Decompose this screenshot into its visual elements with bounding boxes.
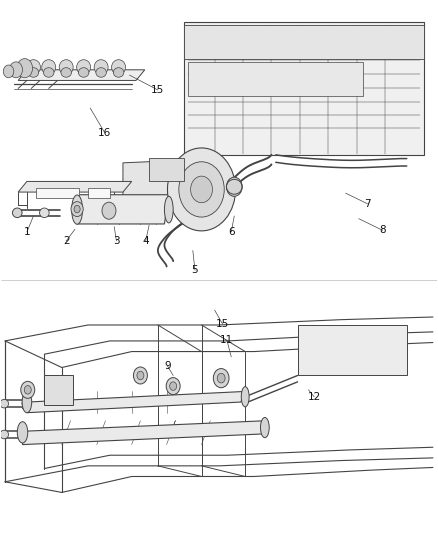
Ellipse shape — [26, 60, 40, 75]
Circle shape — [137, 371, 144, 379]
Ellipse shape — [94, 60, 108, 75]
Ellipse shape — [241, 386, 249, 407]
Circle shape — [167, 148, 236, 231]
Bar — [88, 188, 110, 198]
Polygon shape — [27, 391, 245, 413]
Circle shape — [74, 205, 80, 213]
Ellipse shape — [59, 60, 73, 75]
Text: 15: 15 — [151, 85, 165, 95]
Text: 5: 5 — [192, 265, 198, 275]
Ellipse shape — [12, 208, 22, 217]
Circle shape — [21, 381, 35, 398]
Text: 6: 6 — [228, 227, 234, 237]
Ellipse shape — [17, 422, 28, 443]
Ellipse shape — [112, 60, 126, 75]
Bar — [44, 375, 73, 405]
Polygon shape — [18, 181, 132, 192]
Text: 9: 9 — [164, 361, 171, 371]
Bar — [35, 188, 79, 198]
Circle shape — [179, 162, 224, 217]
Ellipse shape — [113, 68, 124, 77]
Ellipse shape — [39, 208, 49, 217]
Circle shape — [226, 177, 242, 196]
Ellipse shape — [0, 430, 9, 439]
Ellipse shape — [72, 195, 82, 224]
Circle shape — [4, 65, 14, 78]
Circle shape — [170, 382, 177, 390]
Ellipse shape — [164, 196, 173, 223]
Circle shape — [166, 377, 180, 394]
Circle shape — [71, 201, 83, 216]
Text: 1: 1 — [24, 227, 30, 237]
Circle shape — [213, 368, 229, 387]
Text: 15: 15 — [216, 319, 229, 329]
Circle shape — [24, 385, 31, 394]
Polygon shape — [184, 22, 424, 155]
Polygon shape — [18, 70, 145, 80]
Circle shape — [10, 62, 22, 78]
Ellipse shape — [77, 60, 91, 75]
Text: 8: 8 — [379, 225, 386, 236]
Ellipse shape — [96, 68, 106, 77]
Ellipse shape — [78, 68, 89, 77]
Circle shape — [191, 176, 212, 203]
Text: 3: 3 — [113, 236, 120, 246]
Ellipse shape — [261, 417, 269, 438]
Text: 9: 9 — [20, 401, 27, 411]
Text: 11: 11 — [220, 335, 233, 345]
Ellipse shape — [0, 399, 9, 408]
Text: 13: 13 — [165, 425, 178, 435]
Bar — [149, 158, 184, 181]
Text: 10: 10 — [56, 385, 69, 395]
Polygon shape — [22, 421, 267, 445]
Text: 7: 7 — [364, 199, 371, 209]
Ellipse shape — [22, 391, 32, 413]
Ellipse shape — [42, 60, 56, 75]
Text: 4: 4 — [142, 236, 149, 246]
Polygon shape — [77, 195, 169, 224]
Text: 16: 16 — [98, 127, 111, 138]
Bar — [297, 325, 407, 375]
Ellipse shape — [61, 68, 71, 77]
Ellipse shape — [43, 68, 54, 77]
Text: 12: 12 — [307, 392, 321, 402]
Ellipse shape — [28, 68, 39, 77]
Bar — [188, 62, 363, 96]
Polygon shape — [123, 160, 184, 203]
Circle shape — [17, 59, 32, 78]
Circle shape — [134, 367, 148, 384]
Circle shape — [102, 202, 116, 219]
Circle shape — [217, 373, 225, 383]
Bar — [184, 25, 424, 59]
Text: 2: 2 — [63, 236, 70, 246]
